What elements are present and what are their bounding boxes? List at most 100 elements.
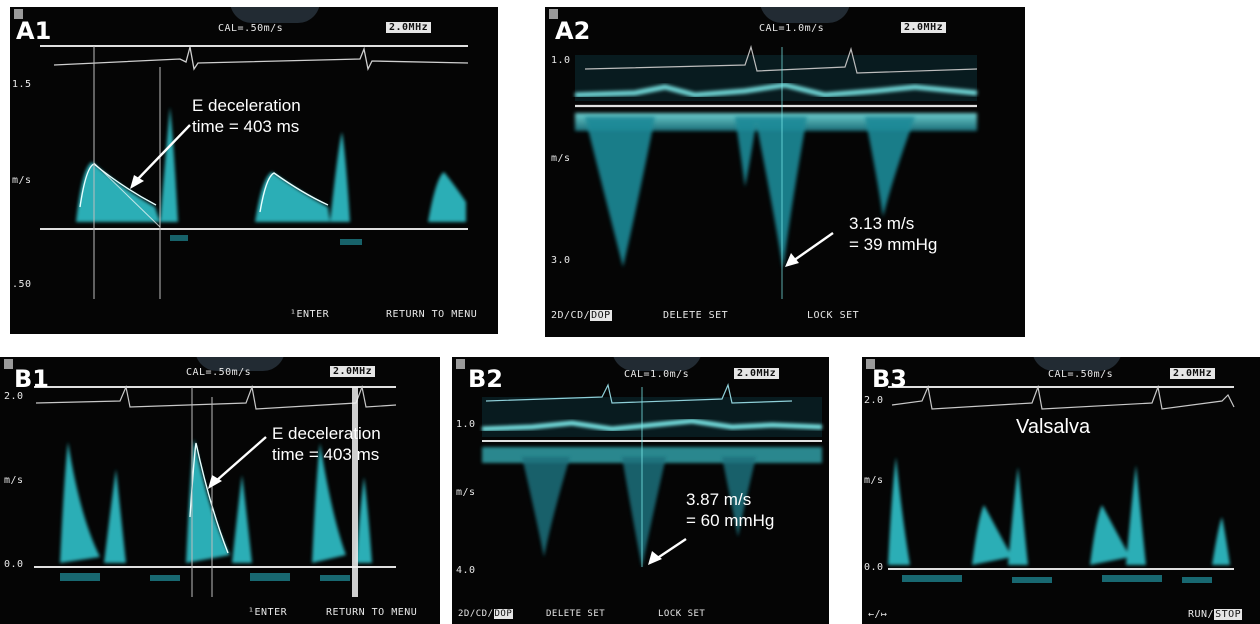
velocity-annotation: 3.87 m/s = 60 mmHg — [686, 490, 775, 530]
scale-label-top: 1.0 — [456, 419, 476, 430]
doppler-trace-a2 — [574, 44, 978, 299]
e-wave — [972, 505, 1012, 565]
frequency-readout: 2.0MHz — [386, 22, 432, 33]
a-wave — [356, 477, 372, 563]
scale-label-top: 1.5 — [12, 79, 32, 90]
annotation-arrow — [135, 124, 191, 182]
calibration-readout: CAL=.50m/s — [186, 367, 252, 378]
e-wave — [1090, 505, 1130, 565]
e-wave — [60, 442, 100, 563]
e-wave — [428, 172, 466, 222]
e-wave — [186, 439, 230, 563]
panel-b2: B2 CAL=1.0m/s 2.0MHz 1.0 m/s 4.0 3.87 m/… — [452, 357, 829, 624]
stop-active: STOP — [1214, 609, 1243, 620]
mode-softkey[interactable]: 2D/CD/DOP — [551, 310, 612, 321]
e-wave — [255, 172, 330, 222]
return-to-menu-softkey[interactable]: RETURN TO MENU — [386, 309, 478, 320]
calibration-readout: CAL=1.0m/s — [624, 369, 690, 380]
ecg-trace — [584, 44, 978, 74]
panel-b3: B3 CAL=.50m/s 2.0MHz 2.0 m/s 0.0 Valsalv… — [862, 357, 1260, 624]
machine-logo-icon — [4, 359, 13, 369]
frequency-readout: 2.0MHz — [901, 22, 947, 33]
scale-label-top: 2.0 — [864, 395, 884, 406]
probe-dome — [230, 7, 320, 23]
delete-set-softkey[interactable]: DELETE SET — [663, 310, 729, 321]
e-wave — [1212, 517, 1230, 565]
ecg-trace — [485, 383, 793, 404]
panel-a2: A2 CAL=1.0m/s 2.0MHz 1.0 m/s 3.0 3.13 m/… — [545, 7, 1025, 337]
deceleration-annotation: E deceleration time = 403 ms — [192, 96, 301, 136]
cursor-toggle-softkey[interactable]: ←/↦ — [868, 609, 888, 620]
doppler-trace-a1 — [40, 45, 469, 299]
delete-set-softkey[interactable]: DELETE SET — [546, 609, 606, 619]
return-to-menu-softkey[interactable]: RETURN TO MENU — [326, 607, 418, 618]
scale-label-top: 2.0 — [4, 391, 24, 402]
frequency-readout: 2.0MHz — [1170, 368, 1216, 379]
panel-b1: B1 CAL=.50m/s 2.0MHz 2.0 m/s 0.0 E decel… — [0, 357, 440, 624]
panel-label: B1 — [14, 365, 49, 393]
panel-label: A1 — [16, 17, 52, 45]
regurgitant-jet — [585, 117, 655, 267]
lock-set-softkey[interactable]: LOCK SET — [807, 310, 860, 321]
scale-label-bottom: .50 — [12, 279, 32, 290]
panel-label: B3 — [872, 365, 907, 393]
a-wave — [1008, 467, 1028, 565]
regurgitant-jet — [755, 117, 807, 269]
doppler-trace-b1 — [34, 384, 397, 597]
velocity-annotation: 3.13 m/s = 39 mmHg — [849, 214, 938, 254]
machine-logo-icon — [866, 359, 875, 369]
probe-dome — [1032, 357, 1122, 371]
mode-active: DOP — [590, 310, 612, 321]
scale-label-unit: m/s — [456, 487, 476, 498]
a-wave — [1126, 465, 1146, 565]
panel-label: B2 — [468, 365, 503, 393]
scale-label-bottom: 0.0 — [864, 562, 884, 573]
doppler-trace-b3 — [888, 384, 1235, 583]
probe-dome — [612, 357, 702, 371]
frequency-readout: 2.0MHz — [734, 368, 780, 379]
mode-label: 2D/CD/ — [458, 609, 494, 619]
e-wave — [888, 457, 910, 565]
a-wave — [232, 475, 252, 563]
ecg-trace — [35, 384, 397, 410]
calibration-readout: CAL=.50m/s — [1048, 369, 1114, 380]
enter-softkey[interactable]: ¹ENTER — [248, 607, 288, 618]
scale-label-bottom: 4.0 — [456, 565, 476, 576]
regurgitant-jet — [522, 457, 570, 557]
probe-dome — [760, 7, 850, 23]
regurgitant-jet — [622, 457, 666, 567]
lock-set-softkey[interactable]: LOCK SET — [658, 609, 706, 619]
scale-label-bottom: 3.0 — [551, 255, 571, 266]
probe-dome — [195, 357, 285, 371]
machine-logo-icon — [14, 9, 23, 19]
a-wave — [160, 107, 178, 222]
panel-a1: A1 CAL=.50m/s 2.0MHz 1.5 m/s .50 E decel… — [10, 7, 498, 334]
calibration-readout: CAL=.50m/s — [218, 23, 284, 34]
machine-logo-icon — [549, 9, 558, 19]
ecg-trace — [53, 46, 469, 71]
mode-active: DOP — [493, 609, 514, 619]
run-stop-softkey[interactable]: RUN/STOP — [1188, 609, 1243, 620]
calibration-readout: CAL=1.0m/s — [759, 23, 825, 34]
machine-logo-icon — [456, 359, 465, 369]
scale-label-unit: m/s — [551, 153, 571, 164]
scale-label-unit: m/s — [864, 475, 884, 486]
annotation-arrow — [215, 436, 267, 482]
scale-label-bottom: 0.0 — [4, 559, 24, 570]
scale-label-unit: m/s — [4, 475, 24, 486]
panel-label: A2 — [555, 17, 591, 45]
mode-softkey[interactable]: 2D/CD/DOP — [458, 609, 514, 619]
valsalva-annotation: Valsalva — [1016, 416, 1091, 438]
mode-label: 2D/CD/ — [551, 310, 591, 321]
frequency-readout: 2.0MHz — [330, 366, 376, 377]
scale-label-top: 1.0 — [551, 55, 571, 66]
run-label: RUN/ — [1188, 609, 1215, 620]
doppler-trace-b2 — [481, 383, 823, 567]
annotation-arrow — [792, 232, 834, 262]
scale-label-unit: m/s — [12, 175, 32, 186]
enter-softkey[interactable]: ¹ENTER — [290, 309, 330, 320]
a-wave — [330, 132, 350, 222]
a-wave — [104, 469, 126, 563]
e-wave — [312, 443, 346, 563]
deceleration-annotation: E deceleration time = 403 ms — [272, 424, 381, 464]
